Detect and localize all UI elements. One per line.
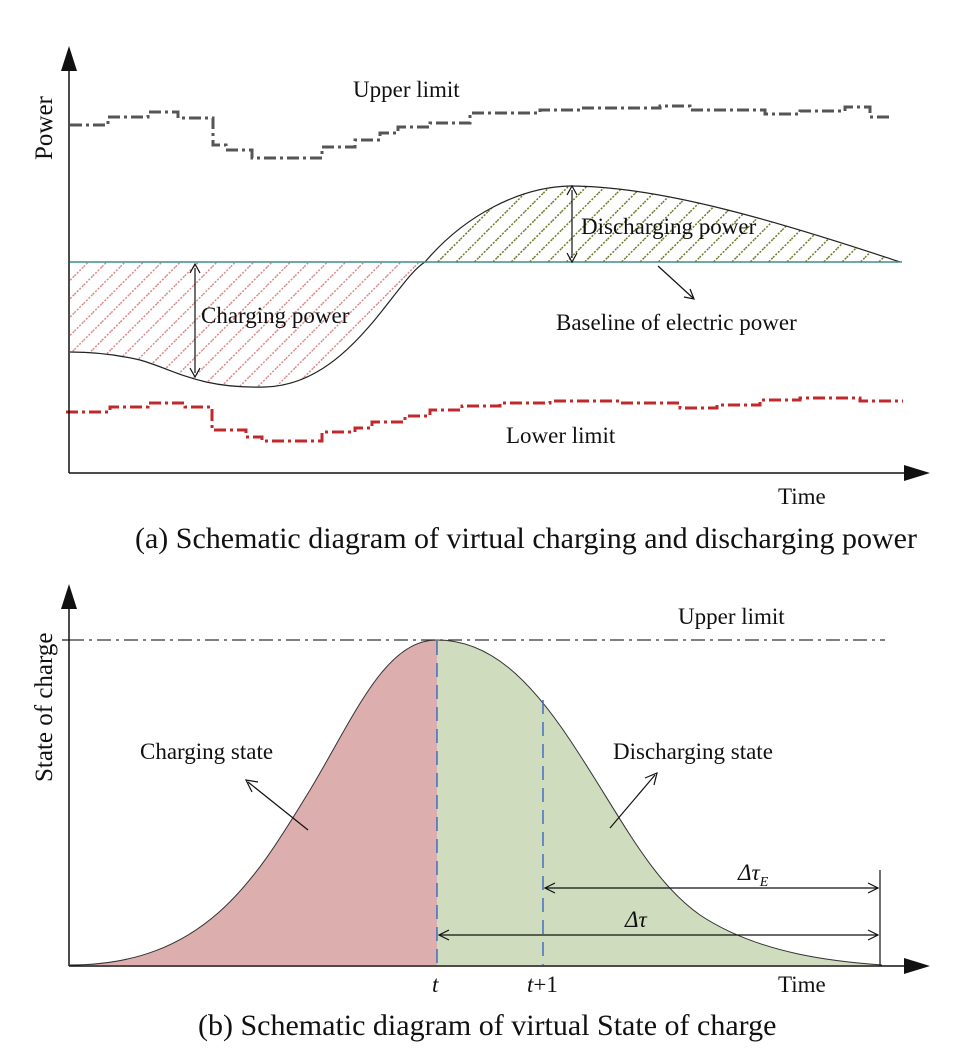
charging-state-pointer-head [244, 779, 259, 793]
delta-tau-e-subscript: E [759, 875, 769, 890]
y-axis-a-arrow [61, 46, 77, 71]
discharging-arrow-head-top [566, 184, 578, 196]
delta-tau-e-head-left [543, 882, 556, 894]
panel-b: State of charge Upper limit Charging sta… [31, 584, 930, 1042]
x-axis-a-arrow [904, 465, 930, 481]
caption-b: (b) Schematic diagram of virtual State o… [198, 1009, 776, 1042]
time-axis-label-b: Time [778, 972, 826, 997]
discharging-state-label: Discharging state [613, 739, 773, 764]
x-axis-b-arrow [904, 958, 930, 974]
charging-arrow-head-top [189, 262, 201, 274]
soc-axis-label: State of charge [31, 633, 58, 782]
baseline-pointer [657, 265, 694, 299]
upper-limit-line [70, 104, 893, 160]
delta-tau-e-label: ΔτE [737, 860, 769, 890]
power-axis-label: Power [31, 95, 58, 160]
time-axis-label-a: Time [778, 484, 826, 509]
discharging-power-label: Discharging power [581, 214, 757, 239]
discharging-state-pointer [609, 774, 656, 829]
charging-power-region [70, 262, 425, 388]
baseline-pointer-head [683, 288, 695, 300]
delta-tau-label: Δτ [624, 907, 647, 932]
discharging-arrow-head-bottom [566, 252, 578, 264]
delta-tau-head-right [867, 929, 880, 941]
charging-power-label: Charging power [201, 303, 350, 328]
caption-a: (a) Schematic diagram of virtual chargin… [135, 522, 917, 555]
discharging-power-region [425, 186, 900, 262]
discharging-state-area [437, 640, 882, 965]
panel-a: Power Upper limit Charging power Dischar… [31, 46, 930, 555]
lower-limit-label: Lower limit [506, 423, 616, 448]
tick-t-plus-1: t+1 [527, 972, 558, 997]
charging-arrow-head-bottom [189, 367, 201, 379]
charging-state-label: Charging state [140, 739, 273, 764]
tick-t1-suffix: +1 [533, 972, 557, 997]
delta-tau-e-head-right [867, 882, 880, 894]
tick-t: t [432, 972, 439, 997]
soc-curve [69, 639, 883, 966]
upper-limit-label-a: Upper limit [353, 77, 460, 102]
baseline-label: Baseline of electric power [556, 310, 797, 335]
charging-state-area [70, 640, 437, 965]
charging-state-pointer [247, 781, 309, 831]
upper-limit-label-b: Upper limit [678, 604, 785, 629]
lower-limit-line [66, 396, 903, 443]
discharging-state-pointer-head [644, 771, 658, 786]
tick-t1-var: t [527, 972, 534, 997]
power-curve [69, 185, 901, 388]
y-axis-b-arrow [61, 584, 77, 609]
delta-tau-e-symbol: Δτ [737, 860, 760, 885]
delta-tau-head-left [437, 929, 450, 941]
